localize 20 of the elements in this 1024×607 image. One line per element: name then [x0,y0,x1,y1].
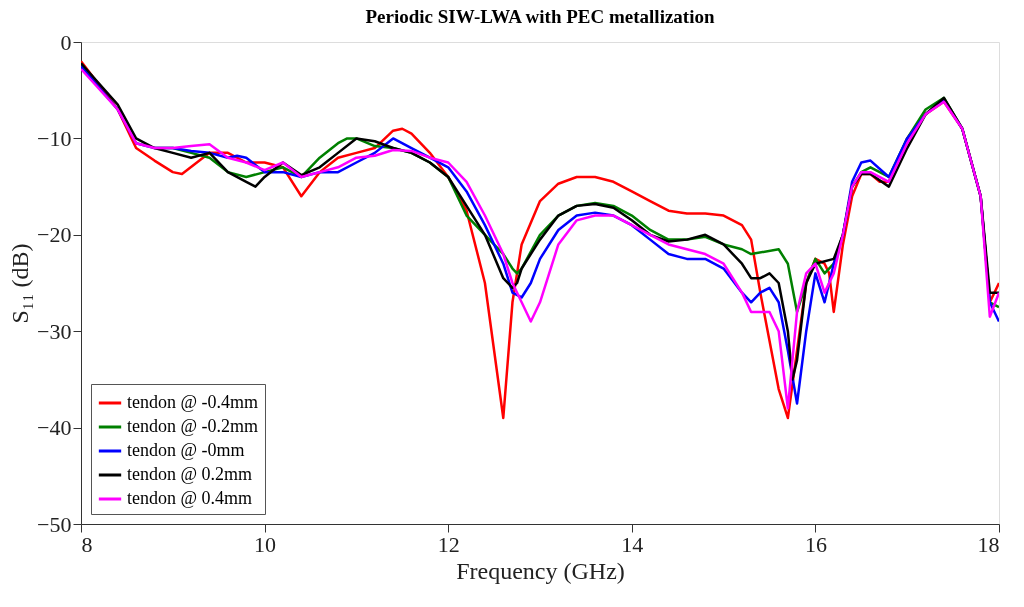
x-tick-label: 10 [254,531,277,557]
y-tick-label: −30 [37,318,72,344]
x-axis-title: Frequency (GHz) [456,557,625,584]
x-tick-label: 8 [81,531,93,557]
y-tick-label: 0 [60,29,72,55]
x-tick-label: 14 [621,531,644,557]
legend-label: tendon @ -0.4mm [127,392,259,412]
y-tick-label: −50 [37,511,72,537]
y-tick-label: −20 [37,222,72,248]
chart-title: Periodic SIW-LWA with PEC metallization [365,6,715,27]
x-tick-label: 12 [437,531,460,557]
legend-label: tendon @ -0mm [127,440,245,460]
legend-label: tendon @ -0.2mm [127,416,259,436]
x-tick-label: 16 [804,531,827,557]
y-tick-label: −40 [37,415,72,441]
y-tick-label: −10 [37,125,72,151]
legend-label: tendon @ 0.4mm [127,488,253,508]
legend-label: tendon @ 0.2mm [127,464,253,484]
y-axis-title: S₁₁ (dB) [7,243,34,324]
x-tick-label: 18 [977,531,1000,557]
